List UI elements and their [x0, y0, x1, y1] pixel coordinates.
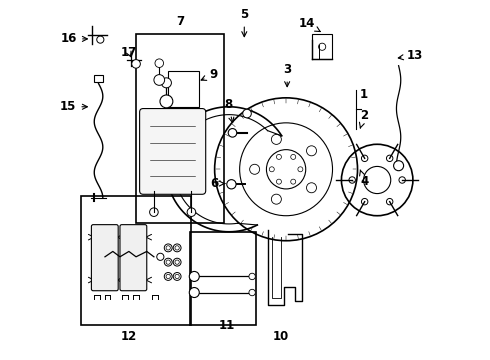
Text: 5: 5	[240, 9, 248, 37]
Text: 11: 11	[219, 319, 235, 332]
Circle shape	[164, 258, 172, 266]
Text: 1: 1	[360, 88, 368, 101]
Circle shape	[160, 95, 173, 108]
Bar	[136, 33, 223, 223]
Circle shape	[164, 273, 172, 280]
Text: 15: 15	[60, 100, 87, 113]
Text: 4: 4	[360, 170, 368, 188]
Circle shape	[149, 208, 158, 216]
Text: 7: 7	[176, 14, 185, 27]
Bar	[312, 34, 332, 59]
Text: 12: 12	[121, 330, 137, 343]
Circle shape	[228, 129, 237, 137]
Bar	[168, 71, 198, 107]
Circle shape	[189, 271, 199, 282]
Circle shape	[164, 244, 172, 252]
Circle shape	[161, 78, 172, 88]
Circle shape	[154, 75, 165, 85]
Bar	[150, 155, 195, 184]
Text: 17: 17	[121, 46, 137, 59]
Bar	[190, 232, 256, 325]
Circle shape	[173, 244, 181, 252]
Circle shape	[173, 273, 181, 280]
Bar	[81, 196, 192, 325]
Circle shape	[173, 258, 181, 266]
Circle shape	[249, 289, 255, 296]
Circle shape	[249, 273, 255, 280]
Text: 9: 9	[201, 68, 218, 81]
Text: 2: 2	[360, 109, 368, 128]
Circle shape	[393, 161, 404, 171]
Circle shape	[155, 59, 164, 67]
FancyBboxPatch shape	[120, 225, 147, 291]
Text: 13: 13	[398, 49, 423, 62]
Text: 16: 16	[61, 32, 87, 45]
Text: 8: 8	[224, 99, 234, 122]
Text: 6: 6	[211, 177, 224, 190]
Circle shape	[169, 183, 177, 192]
FancyBboxPatch shape	[140, 109, 206, 194]
Circle shape	[187, 208, 196, 216]
Bar	[94, 75, 103, 82]
Text: 14: 14	[298, 17, 320, 32]
Text: 10: 10	[272, 330, 289, 343]
Circle shape	[132, 60, 140, 68]
Text: 3: 3	[283, 63, 291, 87]
Circle shape	[243, 109, 251, 118]
FancyBboxPatch shape	[92, 225, 118, 291]
Circle shape	[227, 180, 236, 189]
Circle shape	[189, 288, 199, 297]
